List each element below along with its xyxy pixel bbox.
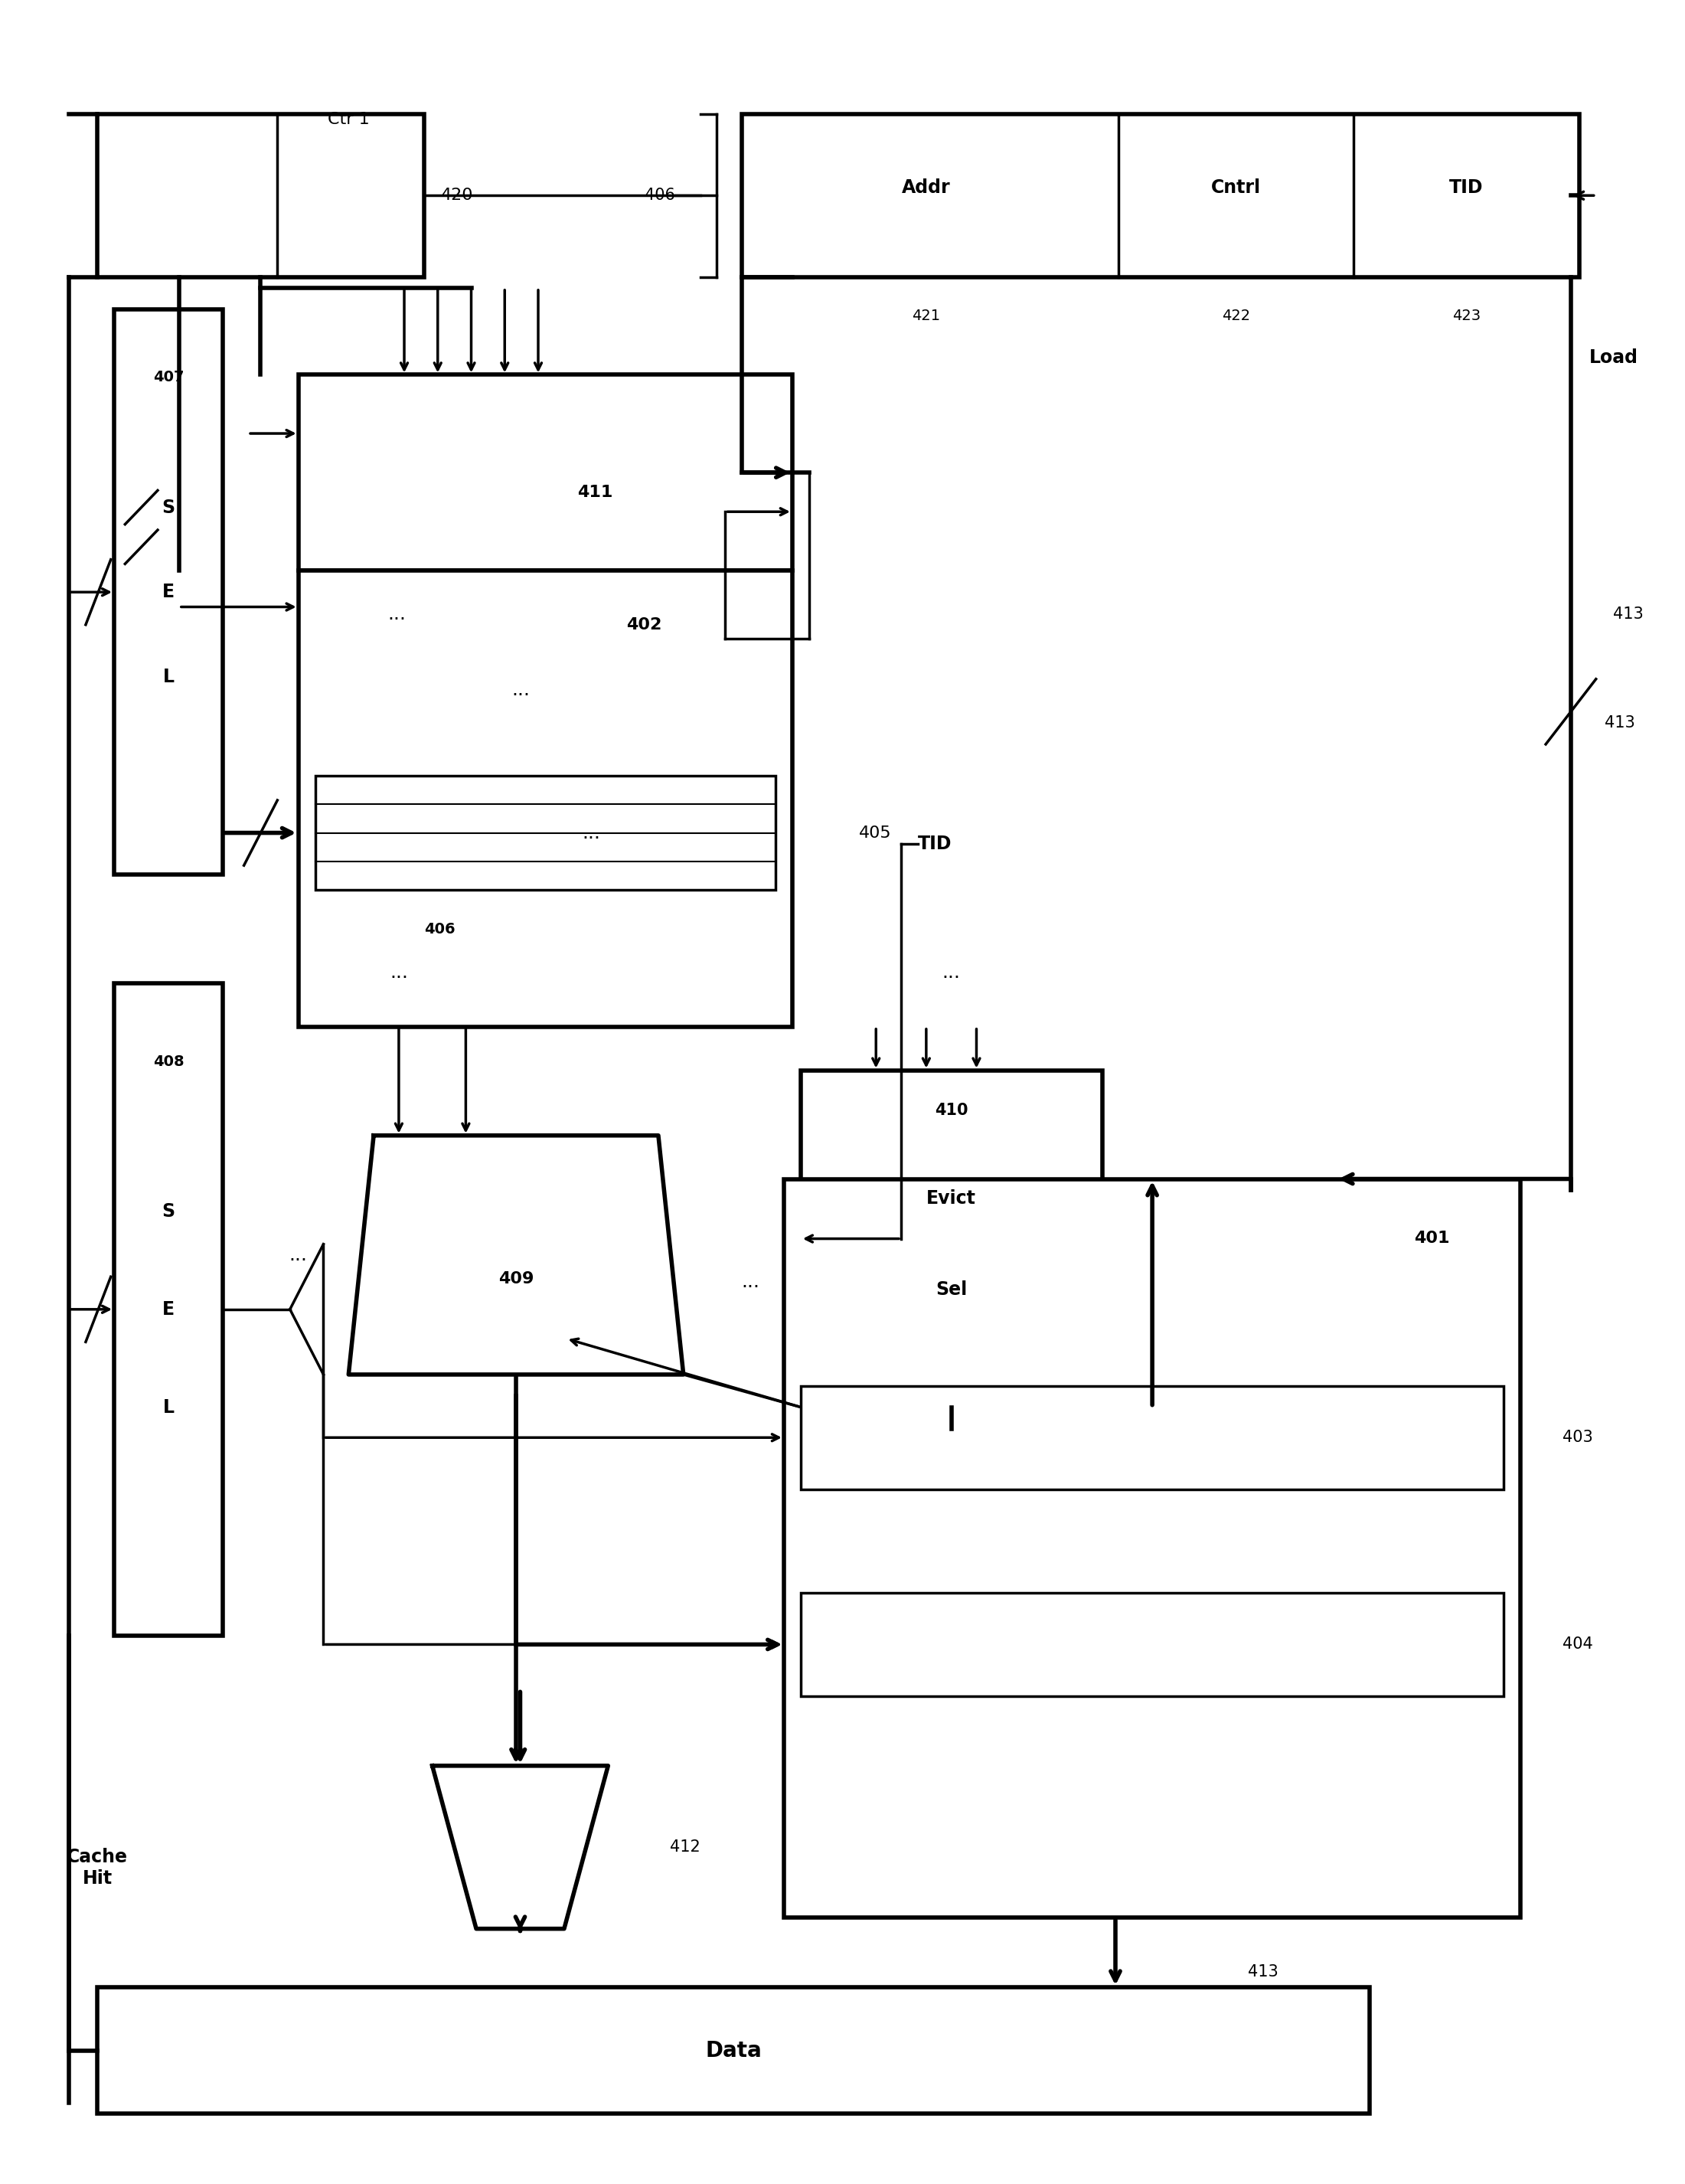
Text: 413: 413: [1247, 1966, 1277, 1981]
FancyBboxPatch shape: [741, 114, 1579, 277]
FancyBboxPatch shape: [298, 570, 792, 1026]
Text: Cache
Hit: Cache Hit: [67, 1848, 128, 1887]
Text: TID: TID: [918, 834, 952, 854]
FancyBboxPatch shape: [98, 114, 425, 277]
Text: E: E: [162, 1299, 175, 1319]
Text: 406: 406: [645, 188, 676, 203]
Text: 409: 409: [499, 1271, 534, 1286]
Text: S: S: [162, 498, 175, 518]
Text: S: S: [162, 1203, 175, 1221]
Text: Evict: Evict: [927, 1188, 976, 1208]
Text: E: E: [162, 583, 175, 601]
Text: 422: 422: [1222, 308, 1250, 323]
FancyBboxPatch shape: [315, 775, 775, 889]
Text: 401: 401: [1414, 1230, 1451, 1245]
Text: 408: 408: [153, 1055, 184, 1068]
Text: ...: ...: [389, 963, 408, 981]
FancyBboxPatch shape: [115, 310, 222, 874]
Text: 404: 404: [1562, 1636, 1592, 1651]
Text: 402: 402: [627, 618, 662, 633]
Polygon shape: [433, 1765, 608, 1928]
FancyBboxPatch shape: [298, 376, 792, 570]
Text: 405: 405: [859, 826, 891, 841]
Text: 410: 410: [935, 1103, 967, 1118]
Text: ...: ...: [581, 823, 600, 843]
Text: ...: ...: [512, 681, 529, 699]
Text: 407: 407: [153, 369, 184, 384]
Text: Cntrl: Cntrl: [1212, 179, 1260, 197]
Text: ...: ...: [290, 1245, 308, 1265]
Text: Sel: Sel: [935, 1280, 967, 1299]
FancyBboxPatch shape: [98, 1987, 1370, 2114]
Text: 421: 421: [912, 308, 940, 323]
Text: ...: ...: [942, 963, 960, 981]
Text: TID: TID: [1449, 179, 1483, 197]
FancyBboxPatch shape: [800, 1592, 1505, 1697]
Text: Ctr 1: Ctr 1: [329, 111, 369, 127]
Text: Addr: Addr: [901, 179, 950, 197]
Text: 411: 411: [576, 485, 612, 500]
Text: L: L: [163, 1398, 174, 1417]
Text: ...: ...: [741, 1273, 760, 1291]
FancyBboxPatch shape: [784, 1179, 1520, 1918]
Text: Load: Load: [1589, 347, 1638, 367]
Text: 413: 413: [1604, 714, 1634, 729]
Text: 420: 420: [441, 188, 473, 203]
FancyBboxPatch shape: [800, 1387, 1505, 1489]
Text: 412: 412: [669, 1839, 699, 1854]
Text: 403: 403: [1562, 1431, 1592, 1446]
Polygon shape: [349, 1136, 684, 1374]
Text: 423: 423: [1452, 308, 1481, 323]
FancyBboxPatch shape: [800, 1070, 1102, 1406]
Text: 406: 406: [425, 922, 455, 937]
Text: ...: ...: [388, 605, 406, 622]
Text: Data: Data: [706, 2040, 762, 2062]
Text: 413: 413: [1613, 607, 1643, 622]
Text: L: L: [163, 668, 174, 686]
FancyBboxPatch shape: [115, 983, 222, 1636]
